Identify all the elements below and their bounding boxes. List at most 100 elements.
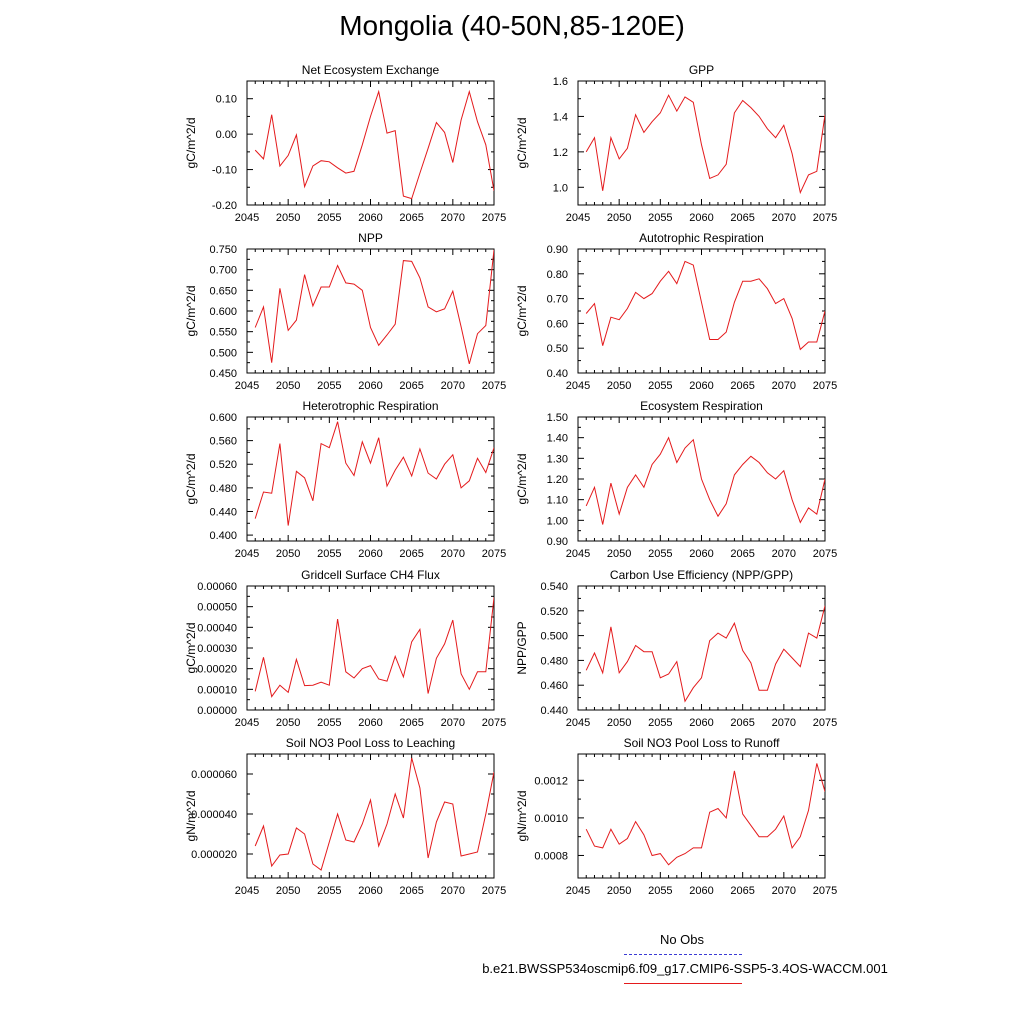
y-tick-label: 0.400 bbox=[209, 530, 237, 542]
x-tick-label: 2070 bbox=[441, 380, 465, 392]
series-line-1 bbox=[254, 89, 494, 200]
y-tick-label: 1.50 bbox=[547, 412, 568, 424]
x-tick-label: 2050 bbox=[607, 380, 631, 392]
y-tick-label: 0.520 bbox=[209, 459, 237, 471]
series-line-1 bbox=[585, 436, 825, 525]
x-tick-label: 2065 bbox=[730, 717, 754, 729]
x-tick-label: 2050 bbox=[276, 212, 300, 224]
y-tick-label: 0.0012 bbox=[534, 775, 568, 787]
chart-panel-10: Soil NO3 Pool Loss to Runoff gN/m^2/d 2045… bbox=[515, 736, 837, 897]
x-tick-label: 2075 bbox=[482, 885, 506, 897]
x-tick-label: 2045 bbox=[566, 380, 590, 392]
y-tick-label: 1.4 bbox=[553, 111, 568, 123]
series-line-1 bbox=[585, 763, 825, 866]
y-tick-label: 1.30 bbox=[547, 453, 568, 465]
y-tick-label: 0.480 bbox=[540, 655, 568, 667]
y-tick-label: 0.10 bbox=[216, 94, 237, 106]
x-tick-label: 2075 bbox=[482, 212, 506, 224]
y-tick-label: 0.480 bbox=[209, 483, 237, 495]
y-tick-label: 1.40 bbox=[547, 433, 568, 445]
y-tick-label: -0.10 bbox=[212, 165, 237, 177]
y-tick-label: 0.650 bbox=[209, 285, 237, 297]
x-tick-label: 2060 bbox=[358, 885, 382, 897]
x-tick-label: 2070 bbox=[441, 212, 465, 224]
y-axis-label: gC/m^2/d bbox=[515, 454, 529, 505]
y-tick-label: 0.0010 bbox=[534, 813, 568, 825]
x-tick-label: 2075 bbox=[482, 548, 506, 560]
x-tick-label: 2065 bbox=[730, 885, 754, 897]
series-line-1 bbox=[585, 260, 825, 351]
chart-title: Autotrophic Respiration bbox=[639, 231, 764, 245]
y-axis-label: gC/m^2/d bbox=[184, 623, 198, 674]
x-tick-label: 2075 bbox=[482, 380, 506, 392]
y-tick-label: 0.00000 bbox=[197, 705, 237, 717]
x-tick-label: 2060 bbox=[689, 212, 713, 224]
chart-panel-8: Carbon Use Efficiency (NPP/GPP) NPP/GPP 20… bbox=[515, 568, 837, 729]
y-axis-label: gC/m^2/d bbox=[184, 286, 198, 337]
x-tick-label: 2070 bbox=[772, 885, 796, 897]
series-line-1 bbox=[254, 757, 494, 871]
chart-title: Carbon Use Efficiency (NPP/GPP) bbox=[610, 568, 793, 582]
chart-title: GPP bbox=[689, 63, 714, 77]
y-axis-label: gN/m^2/d bbox=[184, 791, 198, 842]
x-tick-label: 2055 bbox=[317, 380, 341, 392]
y-tick-label: 0.600 bbox=[209, 412, 237, 424]
x-tick-label: 2055 bbox=[648, 717, 672, 729]
chart-title: NPP bbox=[358, 231, 383, 245]
x-tick-label: 2060 bbox=[358, 717, 382, 729]
x-tick-label: 2070 bbox=[441, 885, 465, 897]
chart-panel-9: Soil NO3 Pool Loss to Leaching gN/m^2/d 20… bbox=[184, 736, 506, 897]
x-tick-label: 2050 bbox=[276, 717, 300, 729]
y-axis-label: gC/m^2/d bbox=[515, 286, 529, 337]
y-tick-label: 0.540 bbox=[540, 581, 568, 593]
y-tick-label: 0.00040 bbox=[197, 622, 237, 634]
x-tick-label: 2050 bbox=[607, 885, 631, 897]
x-tick-label: 2060 bbox=[689, 885, 713, 897]
y-tick-label: 0.460 bbox=[540, 680, 568, 692]
y-tick-label: 0.50 bbox=[547, 343, 568, 355]
x-tick-label: 2045 bbox=[566, 717, 590, 729]
x-tick-label: 2045 bbox=[566, 885, 590, 897]
x-tick-label: 2055 bbox=[648, 380, 672, 392]
x-tick-label: 2065 bbox=[399, 548, 423, 560]
x-tick-label: 2060 bbox=[689, 380, 713, 392]
y-tick-label: 0.440 bbox=[209, 506, 237, 518]
x-tick-label: 2045 bbox=[235, 212, 259, 224]
y-tick-label: 0.500 bbox=[540, 631, 568, 643]
y-tick-label: 0.450 bbox=[209, 368, 237, 380]
x-tick-label: 2045 bbox=[566, 212, 590, 224]
y-tick-label: 0.00050 bbox=[197, 602, 237, 614]
y-tick-label: 0.00060 bbox=[197, 581, 237, 593]
chart-title: Soil NO3 Pool Loss to Leaching bbox=[286, 736, 455, 750]
x-tick-label: 2065 bbox=[730, 548, 754, 560]
y-tick-label: 0.90 bbox=[547, 244, 568, 256]
chart-title: Ecosystem Respiration bbox=[640, 399, 763, 413]
x-tick-label: 2065 bbox=[399, 212, 423, 224]
x-tick-label: 2060 bbox=[358, 548, 382, 560]
y-tick-label: 1.6 bbox=[553, 76, 568, 88]
y-axis-label: gN/m^2/d bbox=[515, 791, 529, 842]
x-tick-label: 2070 bbox=[441, 548, 465, 560]
x-tick-label: 2045 bbox=[235, 380, 259, 392]
plot-frame bbox=[246, 416, 495, 542]
series-line-1 bbox=[254, 421, 494, 526]
y-tick-label: 1.20 bbox=[547, 474, 568, 486]
series-line-1 bbox=[254, 249, 494, 365]
y-tick-label: 0.550 bbox=[209, 327, 237, 339]
x-tick-label: 2070 bbox=[441, 717, 465, 729]
x-tick-label: 2060 bbox=[358, 212, 382, 224]
y-axis-label: gC/m^2/d bbox=[184, 118, 198, 169]
x-tick-label: 2060 bbox=[689, 548, 713, 560]
chart-panel-7: Gridcell Surface CH4 Flux gC/m^2/d 2045 205… bbox=[184, 568, 506, 729]
x-tick-label: 2075 bbox=[813, 548, 837, 560]
y-tick-label: 0.000040 bbox=[191, 809, 237, 821]
x-tick-label: 2055 bbox=[317, 717, 341, 729]
x-tick-label: 2065 bbox=[399, 885, 423, 897]
x-tick-label: 2060 bbox=[689, 717, 713, 729]
chart-panel-1: Net Ecosystem Exchange gC/m^2/d 2045 2050 20… bbox=[184, 63, 506, 224]
page-title: Mongolia (40-50N,85-120E) bbox=[339, 10, 685, 41]
y-tick-label: 0.600 bbox=[209, 306, 237, 318]
y-tick-label: 0.440 bbox=[540, 705, 568, 717]
y-tick-label: 0.00 bbox=[216, 129, 237, 141]
